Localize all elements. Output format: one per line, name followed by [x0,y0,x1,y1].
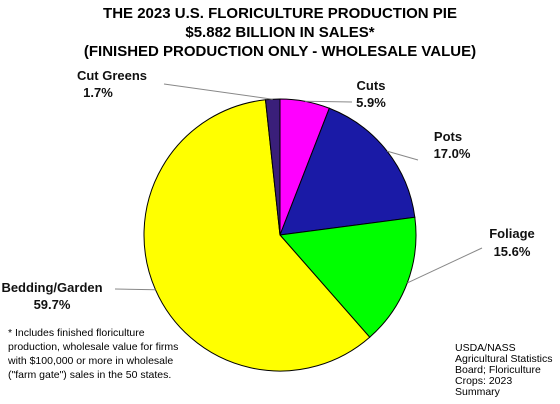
leader-line [386,150,419,161]
leader-line [305,100,353,103]
slice-name-label: Cut Greens [77,68,147,83]
slice-value-label: 59.7% [34,297,71,312]
leader-line [407,247,483,284]
leader-line [114,288,156,291]
pie-slice-pots [279,107,416,236]
slice-name-label: Cuts [357,78,386,93]
slice-value-label: 15.6% [494,244,531,259]
footnote: * Includes finished floriculture product… [8,327,179,381]
pie-slice-foliage [279,216,417,338]
slice-name-label: Pots [434,129,462,144]
leader-line [163,83,273,100]
pie-slice-cut-greens [264,98,281,236]
slice-name-label: Bedding/Garden [1,280,102,295]
chart-subtitle-2: (FINISHED PRODUCTION ONLY - WHOLESALE VA… [83,43,477,60]
chart-subtitle: $5.882 BILLION IN SALES* [185,24,375,41]
pie-slice-bedding-garden [143,99,371,372]
slice-name-label: Foliage [489,226,535,241]
slice-value-label: 17.0% [434,146,471,161]
slice-value-label: 1.7% [83,85,113,100]
source-note: USDA/NASS Agricultural Statistics Board;… [455,342,553,398]
slice-value-label: 5.9% [356,95,386,110]
chart-title: THE 2023 U.S. FLORICULTURE PRODUCTION PI… [103,5,457,22]
